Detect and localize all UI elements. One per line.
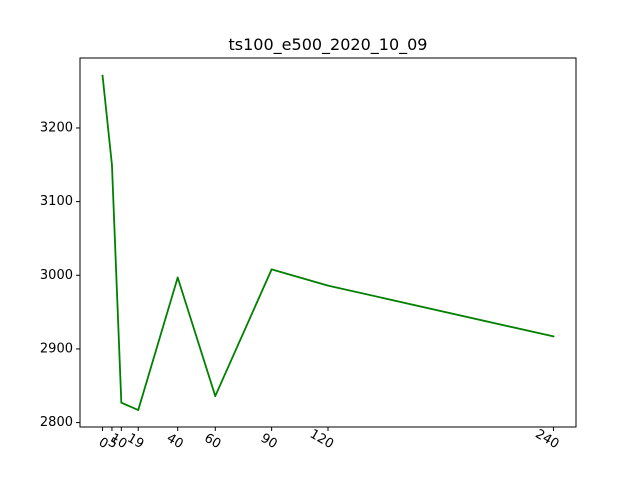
data-point (214, 395, 217, 397)
y-tick-label: 2800 (40, 415, 73, 430)
data-point (120, 401, 123, 404)
data-point (101, 74, 104, 77)
data-point (552, 335, 555, 338)
data-point (327, 284, 329, 287)
data-point (176, 276, 179, 279)
series-line (101, 74, 555, 411)
plot-area (79, 57, 577, 428)
x-tick-label: 120 (307, 427, 336, 452)
data-point (111, 163, 113, 166)
data-point (270, 268, 273, 271)
y-tick-label: 2900 (40, 341, 73, 356)
y-tick-label: 3000 (40, 268, 73, 283)
x-tick-label: 19 (124, 431, 146, 452)
y-axis: 2800 2900 3000 3100 3200 (40, 120, 80, 430)
x-tick-label: 10 (108, 431, 130, 452)
x-tick-label: 60 (201, 431, 223, 452)
chart-title: ts100_e500_2020_10_09 (229, 35, 428, 55)
y-tick-label: 3200 (40, 120, 73, 135)
y-tick-label: 3100 (40, 194, 73, 209)
series-layer (101, 74, 555, 411)
x-tick-label: 90 (258, 431, 280, 452)
x-tick-label: 240 (532, 427, 561, 452)
x-tick-label: 40 (164, 431, 186, 452)
data-point (137, 409, 140, 411)
